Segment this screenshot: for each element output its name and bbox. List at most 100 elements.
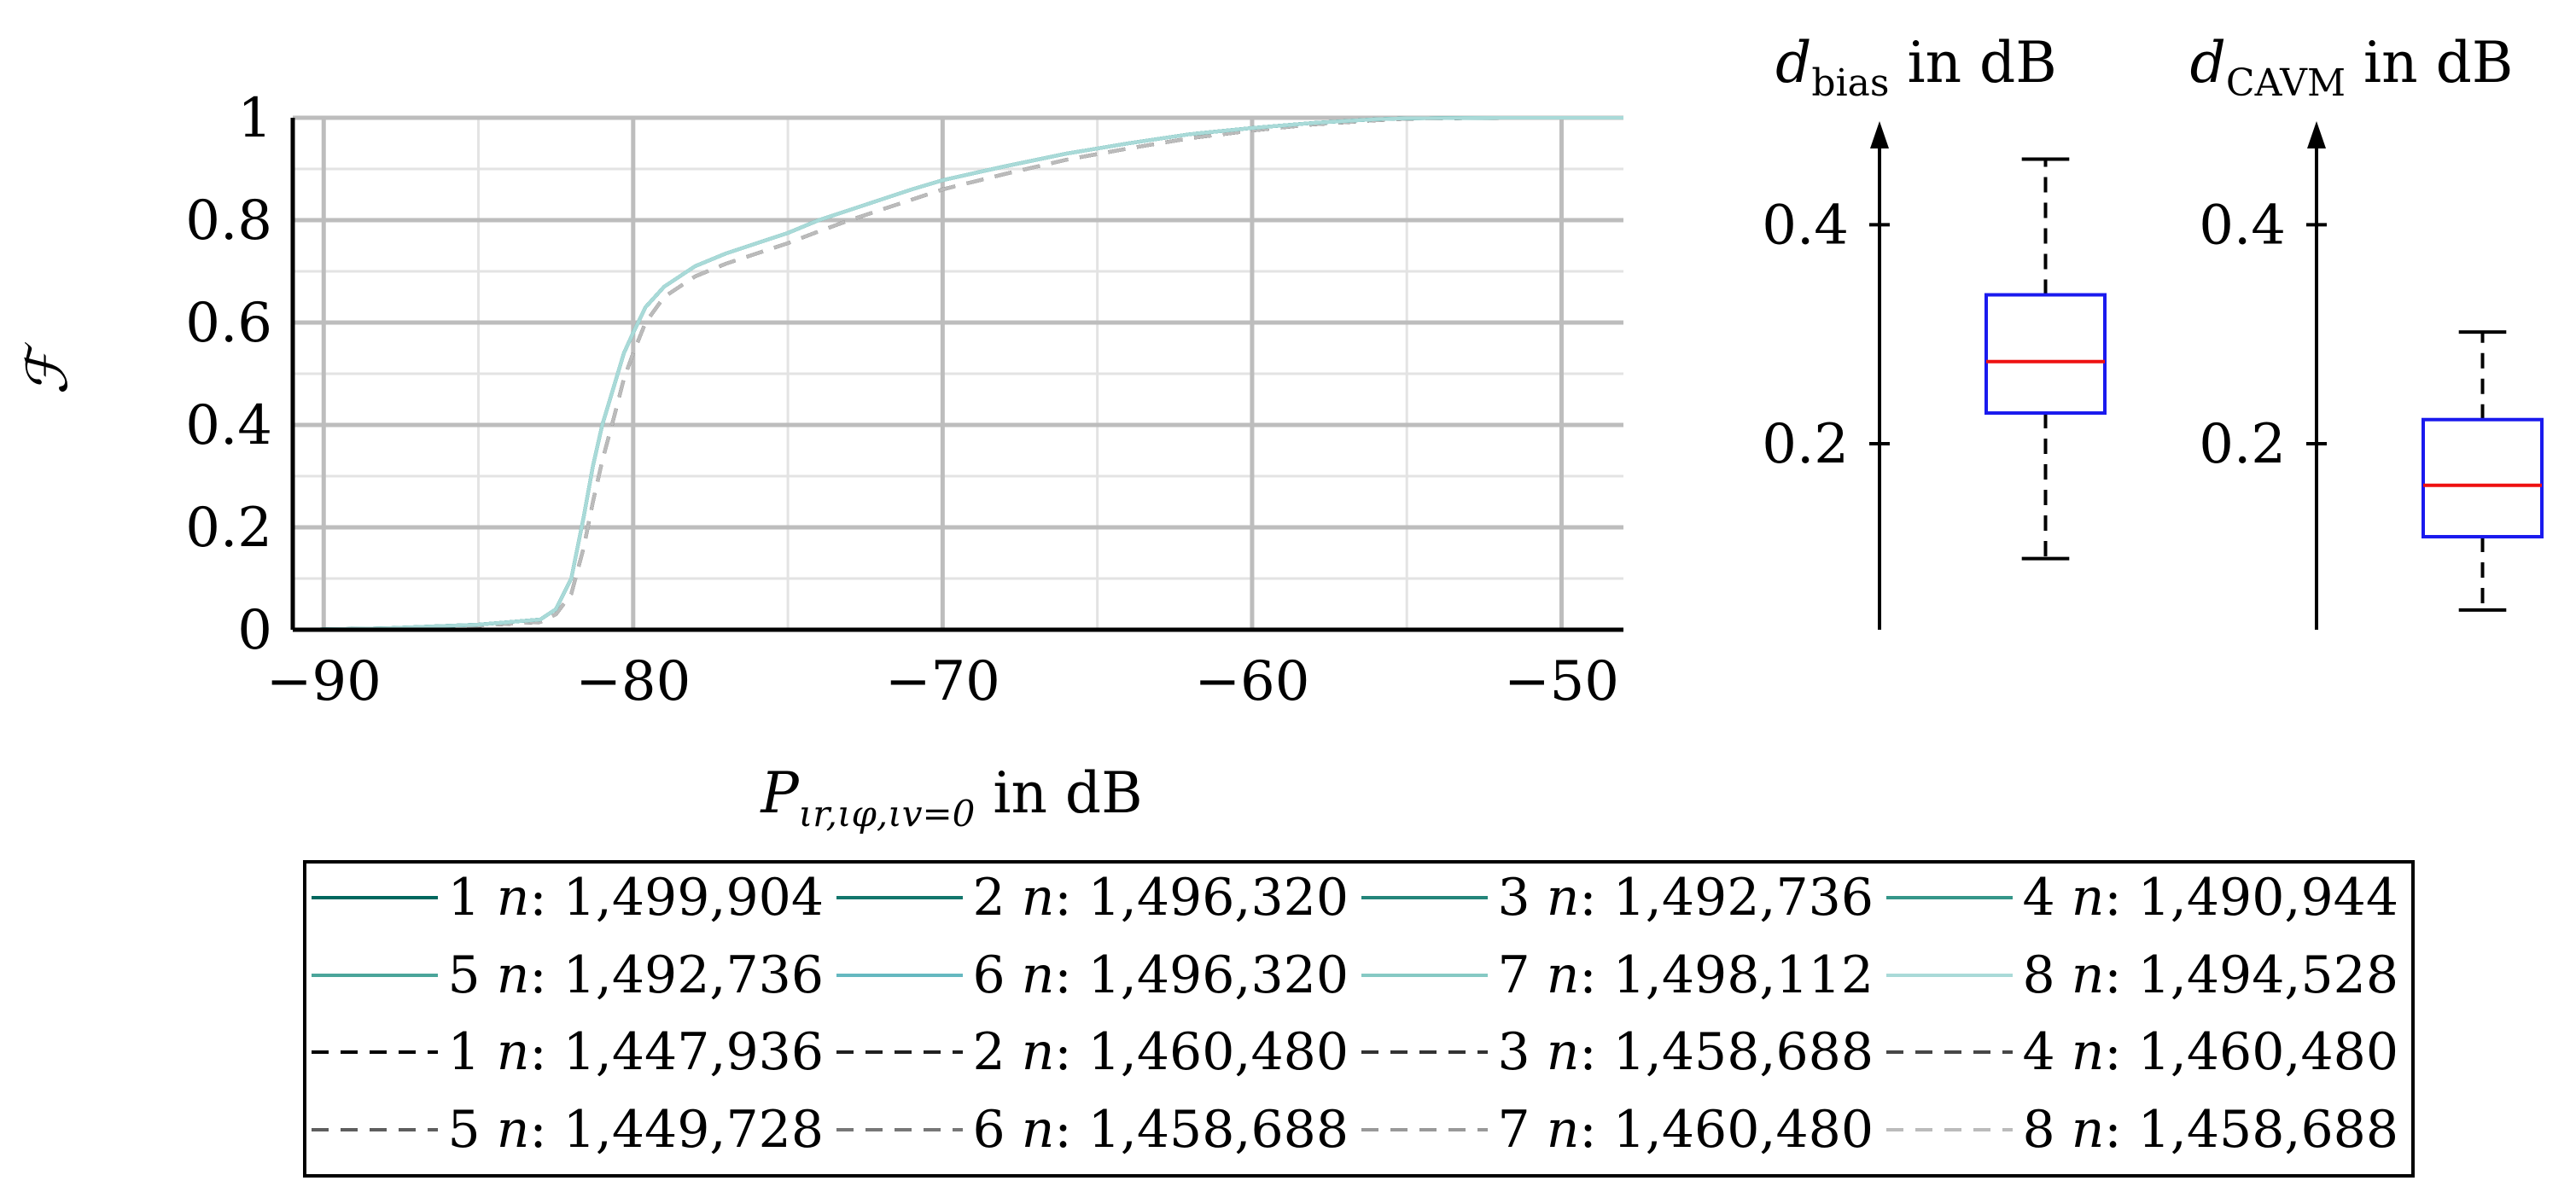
bias-title-suffix: in dB xyxy=(1889,30,2056,96)
boxplot-bias-panel: dbias in dB 0.2 0.4 xyxy=(1762,30,2107,630)
legend-n-symbol: n xyxy=(497,945,530,1005)
legend-index: 3 xyxy=(1497,868,1546,928)
bias-y-tick-label: 0.2 xyxy=(1762,413,1849,476)
cdf-panel: −90 −80 −70 −60 −50 0 0.2 0.4 0.6 0.8 1 ℱ Pιr,ιφ,ι… xyxy=(15,87,1623,835)
cavm-y-tick-label: 0.4 xyxy=(2199,194,2286,257)
legend-label: 7 n: 1,498,112 xyxy=(1497,945,1874,1005)
legend-n-symbol: n xyxy=(1022,1022,1055,1082)
legend-index: 1 xyxy=(447,1022,496,1082)
legend-label: 4 n: 1,460,480 xyxy=(2022,1022,2398,1082)
legend-label: 7 n: 1,460,480 xyxy=(1497,1100,1874,1160)
legend-index: 7 xyxy=(1497,1100,1546,1160)
legend-count: : 1,490,944 xyxy=(2104,868,2398,928)
legend-label: 3 n: 1,492,736 xyxy=(1497,868,1874,928)
cdf-curves xyxy=(292,116,1623,631)
bias-title-sub: bias xyxy=(1811,61,1889,105)
legend-index: 4 xyxy=(2022,868,2071,928)
legend-n-symbol: n xyxy=(2072,1100,2105,1160)
legend-index: 3 xyxy=(1497,1022,1546,1082)
legend-index: 5 xyxy=(447,1100,496,1160)
legend-count: : 1,496,320 xyxy=(1054,945,1349,1005)
x-tick-label: −50 xyxy=(1504,650,1619,713)
cavm-box xyxy=(2422,417,2544,538)
cavm-y-tick-label: 0.2 xyxy=(2199,413,2286,476)
legend-count: : 1,499,904 xyxy=(529,868,824,928)
legend-n-symbol: n xyxy=(2072,945,2105,1005)
legend-n-symbol: n xyxy=(1022,868,1055,928)
legend-label: 6 n: 1,496,320 xyxy=(972,945,1349,1005)
bias-y-tick-label: 0.4 xyxy=(1762,194,1849,257)
legend-label: 6 n: 1,458,688 xyxy=(972,1100,1349,1160)
legend-index: 8 xyxy=(2022,945,2071,1005)
y-tick-label: 0 xyxy=(237,599,272,662)
y-tick-label: 0.4 xyxy=(185,394,272,457)
bias-box xyxy=(1984,293,2107,416)
cavm-title-suffix: in dB xyxy=(2346,30,2513,96)
legend-label: 4 n: 1,490,944 xyxy=(2022,868,2398,928)
x-tick-label: −70 xyxy=(885,650,1000,713)
bias-title: dbias in dB xyxy=(1775,30,2057,105)
legend-count: : 1,498,112 xyxy=(1579,945,1874,1005)
legend-index: 8 xyxy=(2022,1100,2071,1160)
legend-n-symbol: n xyxy=(1547,868,1580,928)
legend-index: 2 xyxy=(972,868,1021,928)
legend-label: 2 n: 1,460,480 xyxy=(972,1022,1349,1082)
legend-index: 5 xyxy=(447,945,496,1005)
legend-n-symbol: n xyxy=(2072,868,2105,928)
cavm-title-sub: CAVM xyxy=(2226,61,2346,105)
legend-count: : 1,449,728 xyxy=(529,1100,824,1160)
x-axis-label-main: P xyxy=(760,760,800,826)
boxplot-cavm-panel: dCAVM in dB 0.2 0.4 xyxy=(2190,30,2544,630)
legend-frame xyxy=(303,860,2415,1178)
legend-n-symbol: n xyxy=(1022,945,1055,1005)
cdf-tick-labels: −90 −80 −70 −60 −50 0 0.2 0.4 0.6 0.8 1 xyxy=(185,87,1619,713)
legend-count: : 1,494,528 xyxy=(2104,945,2398,1005)
legend-index: 6 xyxy=(972,945,1021,1005)
legend-label: 8 n: 1,494,528 xyxy=(2022,945,2398,1005)
legend-count: : 1,458,688 xyxy=(1054,1100,1349,1160)
x-axis-label: Pιr,ιφ,ιv=0 in dB xyxy=(760,760,1142,835)
bias-title-main: d xyxy=(1775,30,1811,96)
legend-count: : 1,492,736 xyxy=(1579,868,1874,928)
legend-label: 1 n: 1,499,904 xyxy=(447,868,824,928)
legend-n-symbol: n xyxy=(497,1100,530,1160)
legend-count: : 1,447,936 xyxy=(529,1022,824,1082)
legend-index: 1 xyxy=(447,868,496,928)
y-tick-label: 1 xyxy=(237,87,272,150)
x-axis-label-sub: ιr,ιφ,ιv=0 xyxy=(799,793,976,835)
legend-count: : 1,496,320 xyxy=(1054,868,1349,928)
legend-n-symbol: n xyxy=(1547,945,1580,1005)
cdf-axes xyxy=(290,118,1623,632)
legend-label: 3 n: 1,458,688 xyxy=(1497,1022,1874,1082)
y-axis-label: ℱ xyxy=(15,341,80,395)
x-tick-label: −60 xyxy=(1194,650,1309,713)
legend-count: : 1,460,480 xyxy=(2104,1022,2398,1082)
legend-count: : 1,460,480 xyxy=(1054,1022,1349,1082)
legend-n-symbol: n xyxy=(2072,1022,2105,1082)
cavm-title-main: d xyxy=(2190,30,2226,96)
legend-index: 2 xyxy=(972,1022,1021,1082)
legend-n-symbol: n xyxy=(497,1022,530,1082)
y-tick-label: 0.8 xyxy=(185,189,272,253)
legend-count: : 1,458,688 xyxy=(2104,1100,2398,1160)
y-tick-label: 0.6 xyxy=(185,292,272,355)
bias-axis-arrow-icon xyxy=(1870,121,1889,148)
cdf-series-line xyxy=(292,116,1623,631)
legend-label: 5 n: 1,492,736 xyxy=(447,945,824,1005)
legend-label: 2 n: 1,496,320 xyxy=(972,868,1349,928)
legend-n-symbol: n xyxy=(1547,1100,1580,1160)
legend-count: : 1,460,480 xyxy=(1579,1100,1874,1160)
x-axis-label-suffix: in dB xyxy=(975,760,1142,826)
legend-n-symbol: n xyxy=(1547,1022,1580,1082)
legend-label: 8 n: 1,458,688 xyxy=(2022,1100,2398,1160)
legend-index: 7 xyxy=(1497,945,1546,1005)
legend-label: 5 n: 1,449,728 xyxy=(447,1100,824,1160)
cavm-title: dCAVM in dB xyxy=(2190,30,2514,105)
legend-count: : 1,458,688 xyxy=(1579,1022,1874,1082)
legend-n-symbol: n xyxy=(497,868,530,928)
legend-index: 6 xyxy=(972,1100,1021,1160)
x-tick-label: −80 xyxy=(575,650,691,713)
legend: 1 n: 1,499,904 2 n: 1,496,320 3 n: 1,492,7… xyxy=(303,860,2415,1178)
cdf-grid xyxy=(293,115,1623,632)
